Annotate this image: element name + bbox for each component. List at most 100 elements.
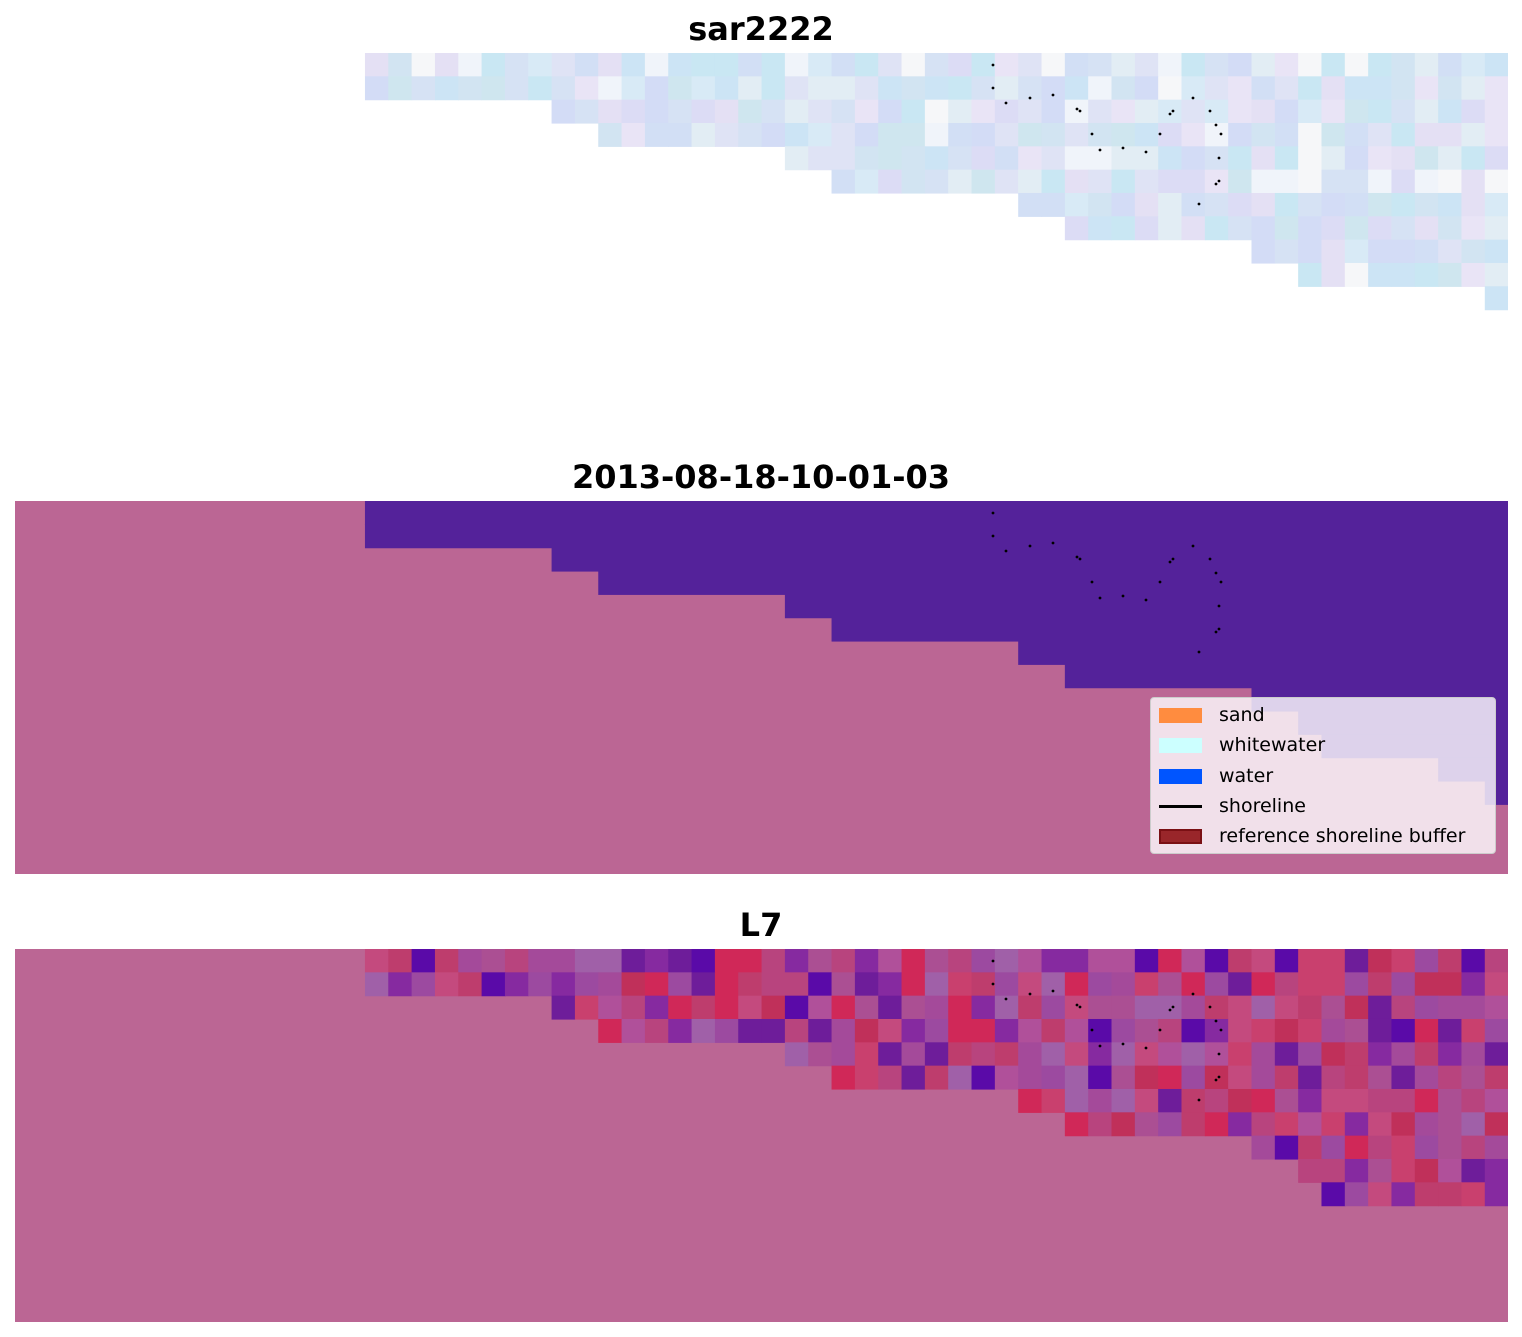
legend-item-sand: sand xyxy=(1159,704,1265,726)
l7-pixel xyxy=(1414,995,1439,1020)
sar-pixel xyxy=(1461,239,1486,264)
l7-pixel xyxy=(1181,1042,1206,1067)
l7-pixel xyxy=(1041,1018,1066,1043)
l7-pixel xyxy=(1228,1042,1253,1067)
sar-pixel xyxy=(1438,99,1463,124)
shoreline-point xyxy=(1217,156,1221,160)
l7-pixel xyxy=(1391,1088,1416,1113)
l7-pixel xyxy=(621,1018,646,1043)
sar-pixel xyxy=(1391,216,1416,241)
shoreline-point xyxy=(991,511,995,515)
sar-pixel xyxy=(831,99,856,124)
l7-pixel xyxy=(1274,1135,1299,1160)
sar-pixel xyxy=(1484,169,1508,194)
sar-pixel xyxy=(574,99,599,124)
sar-pixel xyxy=(1461,99,1486,124)
sar-pixel xyxy=(1181,169,1206,194)
l7-pixel xyxy=(1484,1042,1508,1067)
sar-pixel xyxy=(901,76,926,101)
sar-pixel xyxy=(1461,216,1486,241)
sar-pixel xyxy=(1018,169,1043,194)
l7-pixel xyxy=(808,1042,833,1067)
sar-pixel xyxy=(481,53,506,77)
sar-pixel xyxy=(458,76,483,101)
sar-pixel xyxy=(551,99,576,124)
sar-pixel xyxy=(1368,262,1393,287)
l7-pixel xyxy=(1134,995,1159,1020)
sar-pixel xyxy=(388,53,413,77)
l7-pixel xyxy=(1111,949,1136,973)
l7-pixel xyxy=(1134,1088,1159,1113)
sar-pixel xyxy=(924,146,949,171)
l7-pixel xyxy=(1438,1088,1463,1113)
legend-item-water: water xyxy=(1159,765,1273,787)
shoreline-point xyxy=(1214,630,1218,634)
sar-pixel xyxy=(1041,146,1066,171)
panel-title-date: 2013-08-18-10-01-03 xyxy=(571,458,951,496)
sar-pixel xyxy=(528,76,553,101)
sar-pixel xyxy=(1228,99,1253,124)
sar-pixel xyxy=(1158,216,1183,241)
l7-pixel xyxy=(1041,995,1066,1020)
sar-pixel xyxy=(1461,146,1486,171)
l7-pixel xyxy=(1321,1018,1346,1043)
l7-pixel xyxy=(1484,1088,1508,1113)
sar-pixel xyxy=(994,53,1019,77)
sar-pixel xyxy=(784,146,809,171)
shoreline-point xyxy=(1144,598,1148,602)
l7-pixel xyxy=(878,972,903,997)
l7-pixel xyxy=(948,995,973,1020)
l7-pixel xyxy=(1088,949,1113,973)
l7-pixel xyxy=(1088,1018,1113,1043)
sar-pixel xyxy=(1484,146,1508,171)
shoreline-point xyxy=(1191,96,1195,100)
l7-pixel xyxy=(1204,949,1229,973)
sar-pixel xyxy=(1274,122,1299,147)
sar-pixel xyxy=(1368,53,1393,77)
sar-pixel xyxy=(854,146,879,171)
sar-pixel xyxy=(1088,146,1113,171)
l7-pixel xyxy=(434,949,459,973)
l7-pixel xyxy=(924,995,949,1020)
sar-pixel xyxy=(1018,192,1043,217)
sar-pixel xyxy=(598,122,623,147)
l7-pixel xyxy=(1484,1182,1508,1207)
sar-pixel xyxy=(1111,99,1136,124)
sar-pixel xyxy=(948,76,973,101)
l7-pixel xyxy=(1018,949,1043,973)
l7-pixel xyxy=(598,1018,623,1043)
l7-pixel xyxy=(1064,1112,1089,1137)
sar-pixel xyxy=(1181,216,1206,241)
shoreline-point xyxy=(1051,989,1055,993)
l7-pixel xyxy=(1414,1065,1439,1090)
sar-pixel xyxy=(1344,216,1369,241)
sar-pixel xyxy=(1111,192,1136,217)
sar-pixel xyxy=(1204,192,1229,217)
shoreline-point xyxy=(1075,107,1079,111)
sar-pixel xyxy=(971,53,996,77)
l7-pixel xyxy=(1438,949,1463,973)
sar-pixel xyxy=(1251,99,1276,124)
sar-pixel xyxy=(1368,239,1393,264)
sar-pixel xyxy=(1018,99,1043,124)
l7-pixel xyxy=(1018,995,1043,1020)
l7-pixel xyxy=(1274,1065,1299,1090)
l7-pixel xyxy=(598,972,623,997)
l7-pixel xyxy=(761,1018,786,1043)
sar-pixel xyxy=(878,53,903,77)
l7-pixel xyxy=(1158,1088,1183,1113)
l7-pixel xyxy=(1414,1088,1439,1113)
l7-pixel xyxy=(1298,1065,1323,1090)
l7-pixel xyxy=(1204,1112,1229,1137)
l7-pixel xyxy=(901,1042,926,1067)
l7-pixel xyxy=(1111,1112,1136,1137)
shoreline-point xyxy=(1078,1005,1082,1009)
sar-pixel xyxy=(1134,146,1159,171)
sar-pixel xyxy=(878,76,903,101)
sar-pixel xyxy=(388,76,413,101)
l7-pixel xyxy=(481,972,506,997)
shoreline-point xyxy=(1219,1028,1223,1032)
shoreline-point xyxy=(1217,1052,1221,1056)
sar-pixel xyxy=(761,53,786,77)
l7-pixel xyxy=(1064,1088,1089,1113)
